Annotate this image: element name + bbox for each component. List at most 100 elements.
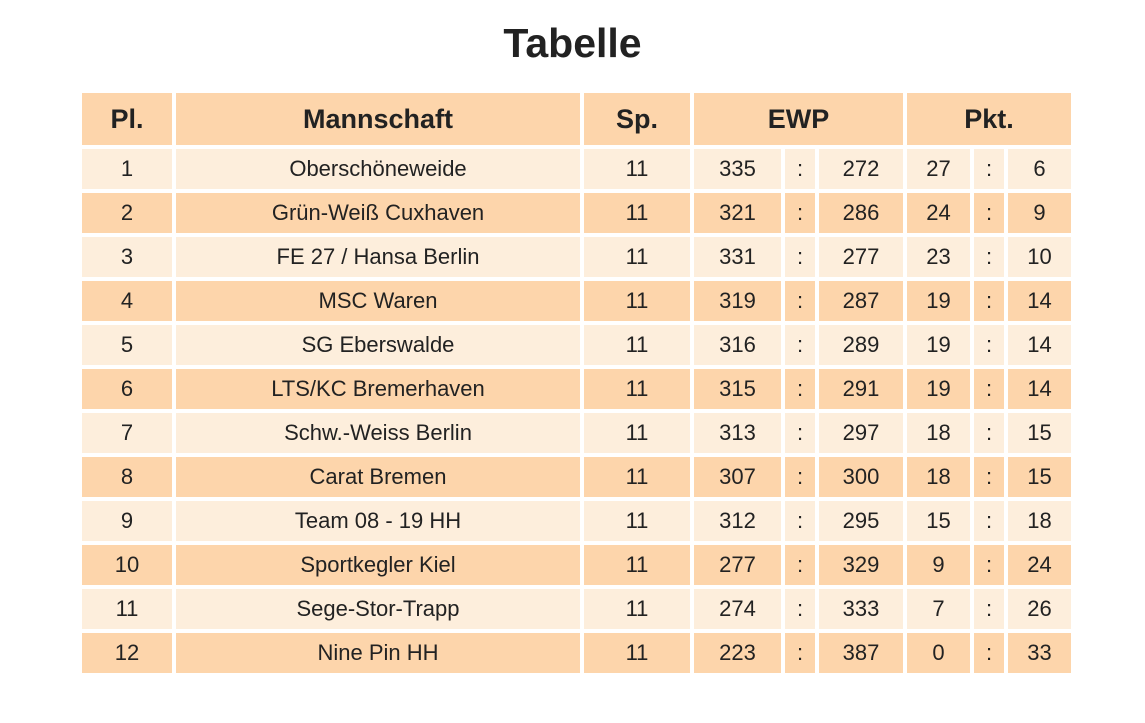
ewp-against-cell: 329 xyxy=(819,545,903,585)
points-against-cell: 33 xyxy=(1008,633,1071,673)
table-row: 9 Team 08 - 19 HH 11 312:295 15:18 xyxy=(82,501,1071,541)
points-against-cell: 10 xyxy=(1008,237,1071,277)
ewp-against-cell: 297 xyxy=(819,413,903,453)
ewp-separator: : xyxy=(785,457,815,497)
ewp-separator: : xyxy=(785,369,815,409)
games-cell: 11 xyxy=(584,457,690,497)
points-for-cell: 0 xyxy=(907,633,970,673)
ewp-against-cell: 286 xyxy=(819,193,903,233)
header-points: Pkt. xyxy=(907,93,1071,145)
points-against-cell: 14 xyxy=(1008,369,1071,409)
points-separator: : xyxy=(974,193,1004,233)
table-row: 10 Sportkegler Kiel 11 277:329 9:24 xyxy=(82,545,1071,585)
points-separator: : xyxy=(974,589,1004,629)
points-separator: : xyxy=(974,281,1004,321)
points-for-cell: 15 xyxy=(907,501,970,541)
ewp-separator: : xyxy=(785,413,815,453)
ewp-against-cell: 272 xyxy=(819,149,903,189)
ewp-for-cell: 313 xyxy=(694,413,781,453)
place-cell: 11 xyxy=(82,589,172,629)
games-cell: 11 xyxy=(584,369,690,409)
team-cell: Nine Pin HH xyxy=(176,633,580,673)
points-for-cell: 27 xyxy=(907,149,970,189)
games-cell: 11 xyxy=(584,281,690,321)
table-row: 11 Sege-Stor-Trapp 11 274:333 7:26 xyxy=(82,589,1071,629)
ewp-against-cell: 287 xyxy=(819,281,903,321)
points-against-cell: 15 xyxy=(1008,413,1071,453)
points-against-cell: 6 xyxy=(1008,149,1071,189)
table-row: 2 Grün-Weiß Cuxhaven 11 321:286 24:9 xyxy=(82,193,1071,233)
team-cell: MSC Waren xyxy=(176,281,580,321)
points-separator: : xyxy=(974,149,1004,189)
team-cell: Sege-Stor-Trapp xyxy=(176,589,580,629)
points-separator: : xyxy=(974,633,1004,673)
ewp-for-cell: 307 xyxy=(694,457,781,497)
team-cell: Grün-Weiß Cuxhaven xyxy=(176,193,580,233)
ewp-separator: : xyxy=(785,589,815,629)
points-separator: : xyxy=(974,457,1004,497)
ewp-for-cell: 319 xyxy=(694,281,781,321)
ewp-separator: : xyxy=(785,193,815,233)
ewp-separator: : xyxy=(785,149,815,189)
ewp-separator: : xyxy=(785,633,815,673)
header-row: Pl. Mannschaft Sp. EWP Pkt. xyxy=(82,93,1071,145)
games-cell: 11 xyxy=(584,325,690,365)
points-separator: : xyxy=(974,325,1004,365)
ewp-for-cell: 277 xyxy=(694,545,781,585)
place-cell: 10 xyxy=(82,545,172,585)
place-cell: 3 xyxy=(82,237,172,277)
standings-table: Pl. Mannschaft Sp. EWP Pkt. 1 Oberschönew… xyxy=(78,89,1075,677)
games-cell: 11 xyxy=(584,149,690,189)
points-against-cell: 24 xyxy=(1008,545,1071,585)
points-against-cell: 18 xyxy=(1008,501,1071,541)
ewp-against-cell: 333 xyxy=(819,589,903,629)
place-cell: 6 xyxy=(82,369,172,409)
points-against-cell: 26 xyxy=(1008,589,1071,629)
table-row: 1 Oberschöneweide 11 335:272 27:6 xyxy=(82,149,1071,189)
points-for-cell: 18 xyxy=(907,457,970,497)
games-cell: 11 xyxy=(584,193,690,233)
ewp-against-cell: 291 xyxy=(819,369,903,409)
games-cell: 11 xyxy=(584,237,690,277)
team-cell: SG Eberswalde xyxy=(176,325,580,365)
ewp-against-cell: 289 xyxy=(819,325,903,365)
ewp-for-cell: 315 xyxy=(694,369,781,409)
ewp-separator: : xyxy=(785,281,815,321)
header-team: Mannschaft xyxy=(176,93,580,145)
points-separator: : xyxy=(974,413,1004,453)
points-separator: : xyxy=(974,545,1004,585)
ewp-against-cell: 387 xyxy=(819,633,903,673)
points-for-cell: 9 xyxy=(907,545,970,585)
points-for-cell: 23 xyxy=(907,237,970,277)
place-cell: 1 xyxy=(82,149,172,189)
ewp-separator: : xyxy=(785,325,815,365)
points-separator: : xyxy=(974,237,1004,277)
ewp-separator: : xyxy=(785,501,815,541)
points-for-cell: 19 xyxy=(907,325,970,365)
place-cell: 9 xyxy=(82,501,172,541)
ewp-for-cell: 331 xyxy=(694,237,781,277)
place-cell: 4 xyxy=(82,281,172,321)
team-cell: Carat Bremen xyxy=(176,457,580,497)
points-for-cell: 18 xyxy=(907,413,970,453)
ewp-for-cell: 223 xyxy=(694,633,781,673)
header-games: Sp. xyxy=(584,93,690,145)
points-against-cell: 14 xyxy=(1008,325,1071,365)
team-cell: Schw.-Weiss Berlin xyxy=(176,413,580,453)
points-against-cell: 14 xyxy=(1008,281,1071,321)
team-cell: LTS/KC Bremerhaven xyxy=(176,369,580,409)
ewp-against-cell: 300 xyxy=(819,457,903,497)
table-row: 3 FE 27 / Hansa Berlin 11 331:277 23:10 xyxy=(82,237,1071,277)
team-cell: Sportkegler Kiel xyxy=(176,545,580,585)
team-cell: Team 08 - 19 HH xyxy=(176,501,580,541)
ewp-for-cell: 335 xyxy=(694,149,781,189)
games-cell: 11 xyxy=(584,545,690,585)
page-title: Tabelle xyxy=(503,20,642,66)
ewp-for-cell: 316 xyxy=(694,325,781,365)
table-row: 4 MSC Waren 11 319:287 19:14 xyxy=(82,281,1071,321)
team-cell: Oberschöneweide xyxy=(176,149,580,189)
place-cell: 7 xyxy=(82,413,172,453)
table-row: 12 Nine Pin HH 11 223:387 0:33 xyxy=(82,633,1071,673)
ewp-against-cell: 295 xyxy=(819,501,903,541)
standings-body: 1 Oberschöneweide 11 335:272 27:6 2 Grün-Weiß … xyxy=(82,149,1071,673)
